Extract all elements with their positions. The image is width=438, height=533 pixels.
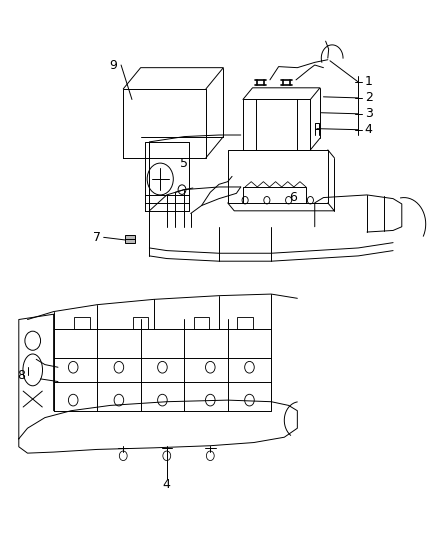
Text: 4: 4	[163, 479, 171, 491]
Bar	[74, 317, 90, 328]
Text: 4: 4	[365, 123, 373, 136]
Text: 5: 5	[180, 157, 188, 169]
Text: 8: 8	[18, 369, 25, 382]
Text: 7: 7	[93, 231, 102, 244]
Text: 9: 9	[109, 59, 117, 71]
Text: 6: 6	[289, 191, 297, 204]
Bar	[133, 317, 148, 328]
Bar	[194, 317, 209, 328]
Bar	[125, 235, 135, 243]
Text: 2: 2	[365, 91, 373, 104]
Text: 1: 1	[365, 76, 373, 88]
Bar	[237, 317, 253, 328]
Text: 3: 3	[365, 107, 373, 120]
